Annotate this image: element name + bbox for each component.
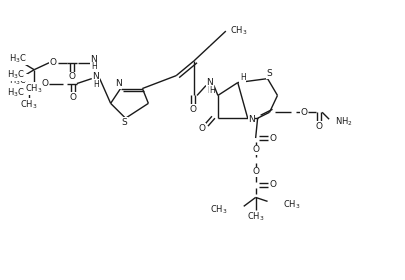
Text: O: O xyxy=(68,72,75,81)
Text: NH$_2$: NH$_2$ xyxy=(334,116,352,129)
Text: CH$_3$: CH$_3$ xyxy=(20,98,38,111)
Text: CH$_3$: CH$_3$ xyxy=(26,82,43,95)
Text: H: H xyxy=(207,86,212,95)
Text: O: O xyxy=(252,167,258,176)
Text: N: N xyxy=(248,115,254,124)
Text: O: O xyxy=(69,93,76,102)
Text: O: O xyxy=(315,122,322,131)
Text: H: H xyxy=(93,80,98,89)
Text: H: H xyxy=(209,86,214,95)
Text: N: N xyxy=(206,78,213,87)
Text: CH$_3$: CH$_3$ xyxy=(229,25,247,37)
Text: CH$_3$: CH$_3$ xyxy=(210,203,227,216)
Text: S: S xyxy=(122,118,127,127)
Text: H: H xyxy=(239,73,245,82)
Text: H$_3$C: H$_3$C xyxy=(9,53,27,65)
Text: O: O xyxy=(252,145,258,154)
Text: O: O xyxy=(198,123,205,133)
Text: N: N xyxy=(92,72,99,81)
Text: O: O xyxy=(269,134,275,143)
Text: S: S xyxy=(266,69,272,78)
Text: N: N xyxy=(115,79,122,88)
Text: O: O xyxy=(189,105,196,114)
Text: N: N xyxy=(90,55,97,64)
Text: H: H xyxy=(91,62,96,71)
Text: O: O xyxy=(300,108,307,117)
Text: H$_3$C: H$_3$C xyxy=(9,74,27,87)
Text: CH$_3$: CH$_3$ xyxy=(246,211,264,223)
Text: O: O xyxy=(41,79,49,88)
Text: H$_3$C: H$_3$C xyxy=(7,86,25,99)
Text: O: O xyxy=(49,58,56,67)
Text: O: O xyxy=(269,180,275,189)
Text: CH$_3$: CH$_3$ xyxy=(283,198,300,211)
Text: H$_3$C: H$_3$C xyxy=(7,68,25,81)
